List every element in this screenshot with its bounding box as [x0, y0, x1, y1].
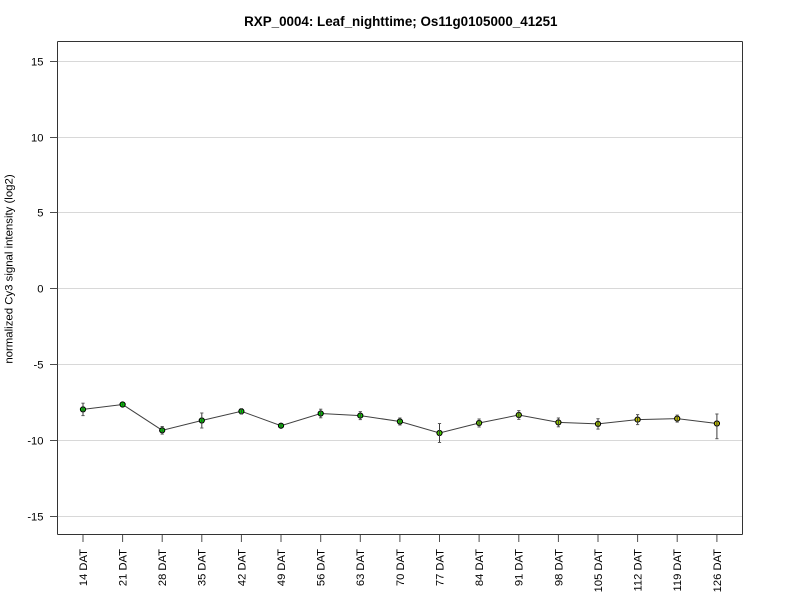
svg-text:0: 0: [37, 284, 43, 296]
svg-text:28 DAT: 28 DAT: [157, 549, 169, 586]
svg-text:10: 10: [31, 133, 43, 145]
svg-text:-10: -10: [27, 436, 43, 448]
svg-text:112 DAT: 112 DAT: [633, 549, 645, 592]
svg-text:14 DAT: 14 DAT: [78, 549, 90, 586]
svg-text:normalized Cy3 signal intensit: normalized Cy3 signal intensity (log2): [4, 174, 16, 364]
svg-text:84 DAT: 84 DAT: [474, 549, 486, 586]
svg-text:77 DAT: 77 DAT: [434, 549, 446, 586]
svg-text:15: 15: [31, 57, 43, 69]
svg-text:49 DAT: 49 DAT: [276, 549, 288, 586]
svg-text:119 DAT: 119 DAT: [672, 549, 684, 592]
svg-text:-5: -5: [34, 360, 44, 372]
svg-text:70 DAT: 70 DAT: [395, 549, 407, 586]
svg-text:105 DAT: 105 DAT: [593, 549, 605, 592]
svg-text:126 DAT: 126 DAT: [712, 549, 724, 592]
svg-text:-15: -15: [27, 512, 43, 524]
svg-text:RXP_0004: Leaf_nighttime; Os11: RXP_0004: Leaf_nighttime; Os11g0105000_4…: [244, 14, 558, 29]
svg-text:98 DAT: 98 DAT: [553, 549, 565, 586]
svg-text:5: 5: [37, 208, 43, 220]
svg-text:42 DAT: 42 DAT: [236, 549, 248, 586]
svg-text:21 DAT: 21 DAT: [118, 549, 130, 586]
svg-text:56 DAT: 56 DAT: [316, 549, 328, 586]
svg-text:91 DAT: 91 DAT: [514, 549, 526, 586]
svg-text:35 DAT: 35 DAT: [197, 549, 209, 586]
svg-text:63 DAT: 63 DAT: [355, 549, 367, 586]
